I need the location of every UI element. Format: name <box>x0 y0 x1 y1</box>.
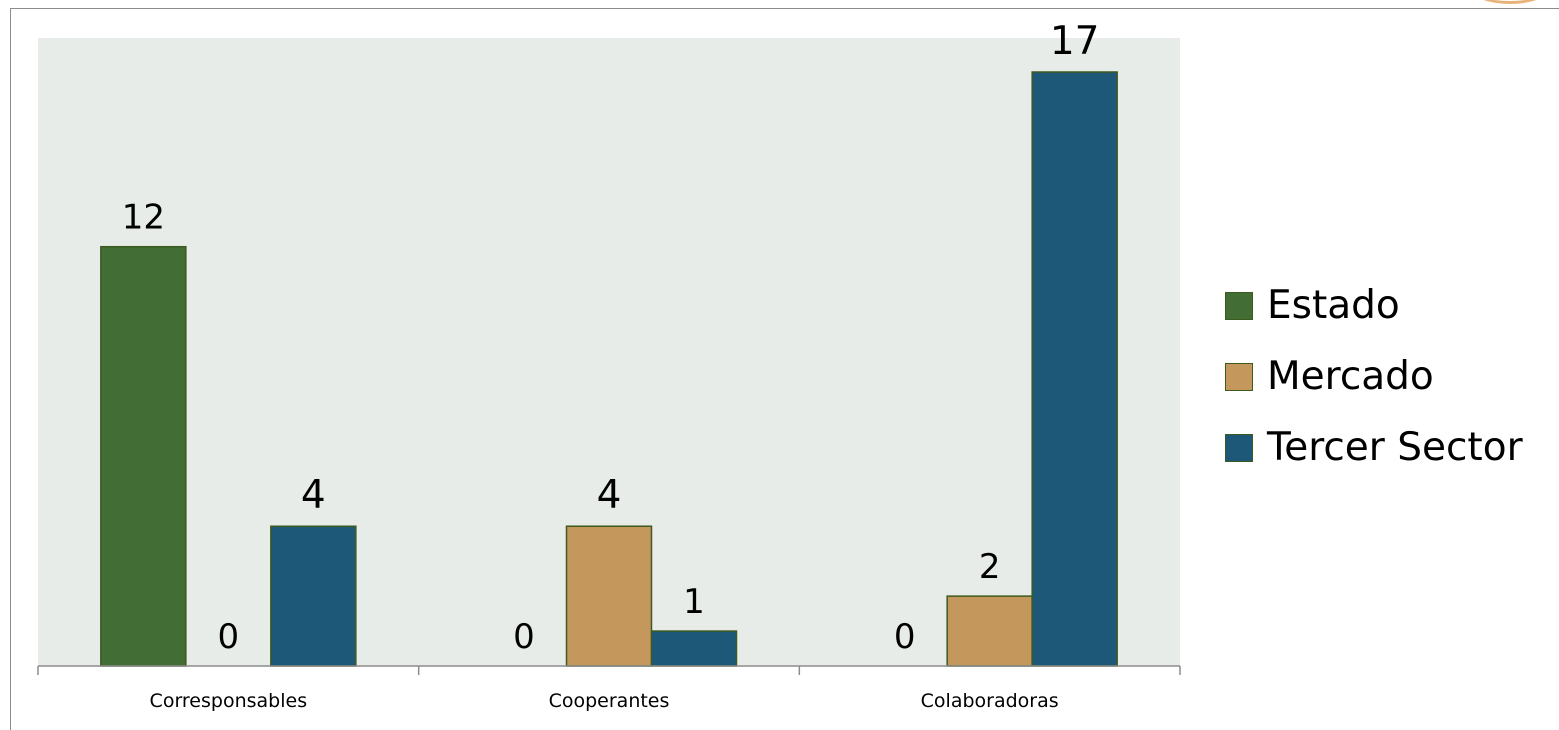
category-label: Colaboradoras <box>921 690 1059 712</box>
data-label: 12 <box>122 198 165 238</box>
legend-item: Mercado <box>1225 341 1523 412</box>
data-label: 0 <box>894 617 916 657</box>
data-label: 17 <box>1050 19 1100 64</box>
legend-swatch <box>1225 291 1253 320</box>
legend-label: Mercado <box>1267 354 1434 399</box>
bar-tercer-sector-colaboradoras <box>1031 71 1118 667</box>
legend: Estado Mercado Tercer Sector <box>1225 270 1523 483</box>
category-labels-group: Corresponsables Cooperantes Colaboradoras <box>150 690 1059 712</box>
bars-group <box>100 71 1118 667</box>
data-label: 2 <box>979 547 1001 587</box>
chart-frame <box>10 8 1559 730</box>
data-label: 0 <box>218 617 240 657</box>
legend-swatch <box>1225 362 1253 391</box>
data-label: 4 <box>301 473 326 518</box>
legend-label: Estado <box>1267 283 1400 328</box>
data-label: 1 <box>683 582 705 622</box>
bar-mercado-colaboradoras <box>946 595 1033 667</box>
legend-label: Tercer Sector <box>1267 425 1523 470</box>
category-label: Cooperantes <box>549 690 670 712</box>
legend-item: Tercer Sector <box>1225 412 1523 483</box>
bar-tercer-sector-cooperantes <box>650 630 738 667</box>
x-axis-ticks <box>37 666 1181 675</box>
data-label: 4 <box>597 473 622 518</box>
corner-accent <box>1470 0 1550 4</box>
legend-swatch <box>1225 433 1253 462</box>
data-labels-group: 12 0 4 0 4 1 0 2 17 <box>122 19 1100 657</box>
bar-estado-corresponsables <box>100 245 187 667</box>
legend-item: Estado <box>1225 270 1523 341</box>
bar-mercado-cooperantes <box>565 525 653 667</box>
data-label: 0 <box>513 617 535 657</box>
category-label: Corresponsables <box>150 690 308 712</box>
bar-tercer-sector-corresponsables <box>270 525 357 667</box>
